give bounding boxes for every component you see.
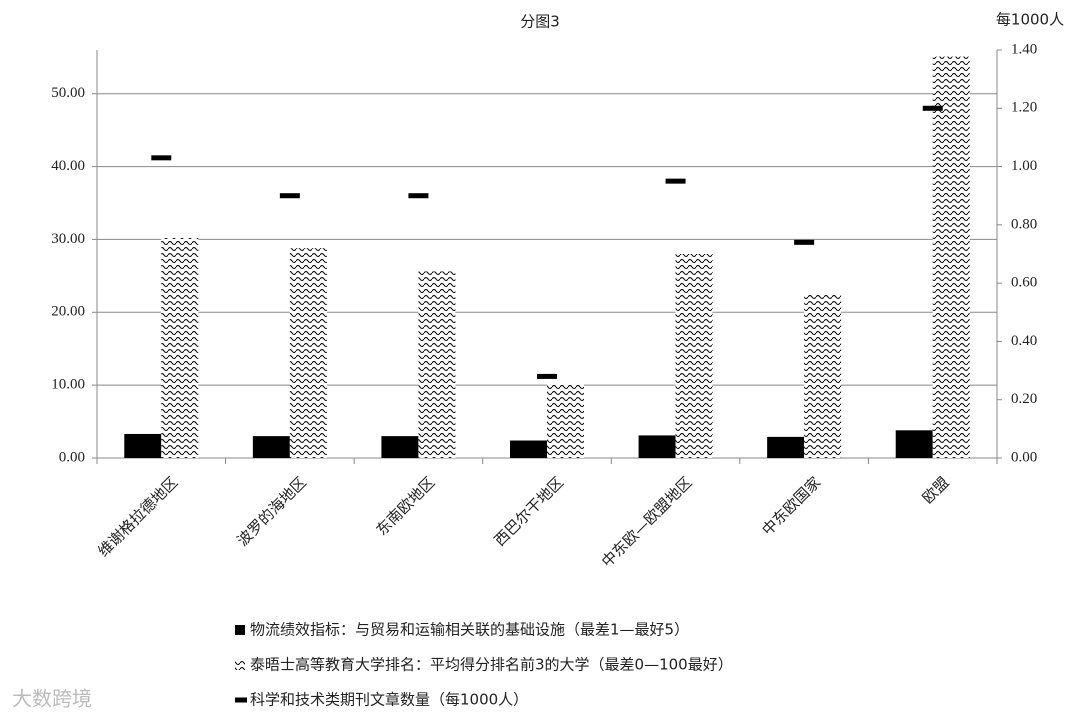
legend-label: 物流绩效指标：与贸易和运输相关联的基础设施（最差1—最好5） bbox=[250, 621, 689, 639]
bar bbox=[932, 56, 970, 459]
y-tick-label: 20.00 bbox=[51, 304, 85, 320]
marker bbox=[794, 239, 815, 245]
legend-label: 泰晤士高等教育大学排名：平均得分排名前3的大学（最差0—100最好） bbox=[250, 656, 733, 674]
y2-tick-label: 0.20 bbox=[1011, 391, 1037, 407]
bar bbox=[510, 440, 547, 458]
marker bbox=[408, 193, 429, 199]
x-tick-label: 东南欧地区 bbox=[373, 473, 439, 539]
marker bbox=[537, 373, 557, 379]
bar bbox=[161, 237, 199, 458]
bar bbox=[252, 436, 290, 458]
bar bbox=[767, 436, 805, 458]
bar bbox=[895, 430, 933, 458]
y-tick-label: 30.00 bbox=[51, 231, 85, 247]
bar bbox=[124, 433, 162, 458]
marker bbox=[665, 178, 686, 184]
legend-marker bbox=[235, 660, 245, 670]
x-tick-label: 欧盟 bbox=[919, 473, 953, 507]
marker bbox=[922, 105, 943, 111]
x-tick-label: 波罗的海地区 bbox=[233, 473, 309, 549]
y2-tick-label: 1.40 bbox=[1011, 41, 1037, 57]
bar bbox=[381, 436, 419, 458]
y2-tick-label: 0.80 bbox=[1011, 216, 1037, 232]
bar bbox=[675, 254, 713, 458]
bar bbox=[418, 271, 456, 458]
y2-axis-label: 每1000人 bbox=[996, 11, 1064, 29]
bar bbox=[289, 248, 327, 458]
y2-tick-label: 0.60 bbox=[1011, 275, 1037, 291]
y-tick-label: 40.00 bbox=[51, 158, 85, 174]
chart-title: 分图3 bbox=[520, 13, 560, 31]
bar bbox=[547, 383, 584, 458]
legend-marker bbox=[235, 625, 245, 635]
bar bbox=[638, 435, 676, 458]
y2-tick-label: 0.00 bbox=[1011, 449, 1037, 465]
y-tick-label: 0.00 bbox=[59, 449, 85, 465]
y-tick-label: 10.00 bbox=[51, 377, 85, 393]
x-tick-label: 中东欧—欧盟地区 bbox=[598, 473, 696, 571]
x-tick-label: 中东欧国家 bbox=[758, 473, 824, 539]
marker bbox=[151, 155, 172, 161]
y2-tick-label: 1.20 bbox=[1011, 100, 1037, 116]
x-tick-label: 西巴尔干地区 bbox=[491, 473, 567, 549]
x-tick-label: 维谢格拉德地区 bbox=[94, 473, 181, 560]
y2-tick-label: 0.40 bbox=[1011, 333, 1037, 349]
watermark: 大数跨境 bbox=[12, 687, 92, 711]
marker bbox=[279, 193, 300, 199]
legend-label: 科学和技术类期刊文章数量（每1000人） bbox=[250, 691, 528, 709]
bar bbox=[804, 294, 842, 458]
y2-tick-label: 1.00 bbox=[1011, 158, 1037, 174]
y-tick-label: 50.00 bbox=[51, 85, 85, 101]
legend-marker bbox=[235, 697, 247, 703]
